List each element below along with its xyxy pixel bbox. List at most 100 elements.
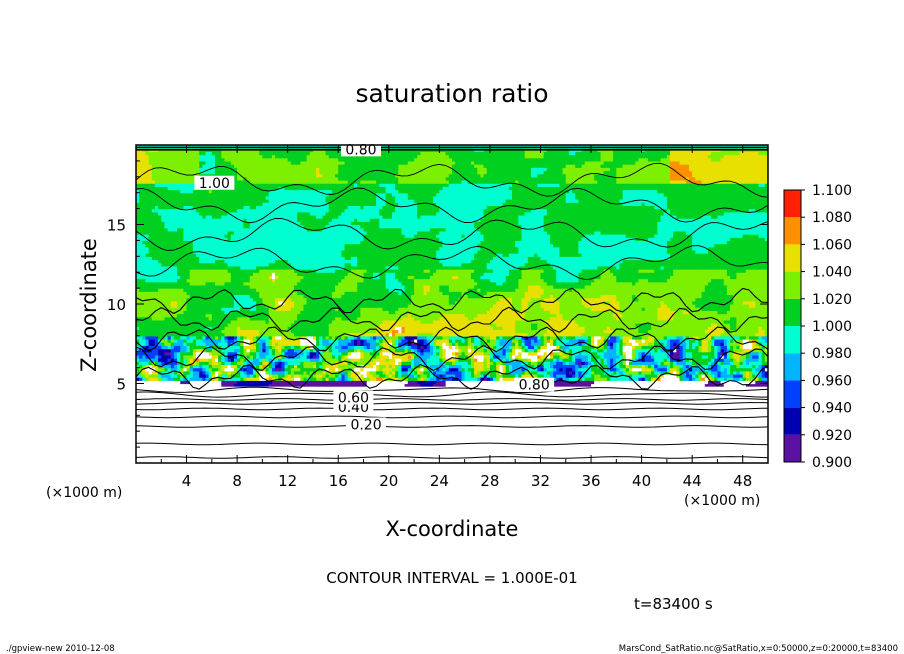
field-cell <box>192 377 197 381</box>
field-cell <box>196 361 200 366</box>
field-cell <box>170 151 175 156</box>
field-cell <box>205 218 210 222</box>
field-cell <box>189 335 194 340</box>
field-cell <box>199 269 203 273</box>
field-cell <box>161 234 166 238</box>
field-cell <box>211 377 216 381</box>
field-cell <box>136 154 140 159</box>
field-cell <box>145 179 150 184</box>
field-cell <box>208 361 213 366</box>
field-cell <box>211 345 216 350</box>
field-cell <box>205 345 210 350</box>
field-cell <box>221 373 226 378</box>
field-cell <box>205 195 210 200</box>
field-cell <box>199 224 203 229</box>
field-cell <box>208 256 213 261</box>
field-cell <box>180 256 184 261</box>
field-cell <box>142 316 147 321</box>
field-cell <box>199 160 203 165</box>
field-cell <box>164 249 169 254</box>
field-cell <box>199 377 203 381</box>
field-cell <box>215 253 219 257</box>
field-cell <box>192 380 197 385</box>
field-cell <box>136 151 140 156</box>
field-cell <box>202 281 207 286</box>
field-cell <box>218 154 222 159</box>
field-cell <box>158 342 162 346</box>
field-cell <box>158 164 162 168</box>
field-cell <box>148 221 153 226</box>
field-cell <box>145 358 150 362</box>
field-cell <box>142 157 147 162</box>
field-cell <box>202 278 207 283</box>
field-cell <box>186 284 191 289</box>
field-cell <box>186 361 191 366</box>
field-cell <box>177 211 181 216</box>
field-cell <box>170 208 175 213</box>
field-cell <box>202 211 207 216</box>
field-cell <box>170 218 175 222</box>
field-cell <box>205 173 210 178</box>
field-cell <box>145 319 150 324</box>
field-cell <box>180 240 184 245</box>
field-cell <box>208 326 213 331</box>
field-cell <box>167 179 172 184</box>
field-cell <box>215 208 219 213</box>
field-cell <box>192 367 197 372</box>
field-cell <box>161 186 166 191</box>
field-cell <box>170 316 175 321</box>
field-cell <box>145 345 150 350</box>
field-cell <box>180 224 184 229</box>
field-cell <box>164 262 169 267</box>
field-cell <box>161 326 166 331</box>
field-cell <box>151 345 156 350</box>
field-cell <box>221 329 226 334</box>
field-cell <box>192 281 197 286</box>
field-cell <box>192 192 197 197</box>
field-cell <box>170 275 175 280</box>
field-cell <box>218 192 222 197</box>
field-cell <box>151 164 156 168</box>
field-cell <box>136 297 140 302</box>
field-cell <box>218 307 222 311</box>
field-cell <box>167 205 172 210</box>
field-cell <box>161 304 166 308</box>
field-cell <box>211 227 216 232</box>
field-cell <box>167 160 172 165</box>
field-cell <box>192 291 197 296</box>
field-cell <box>148 338 153 343</box>
field-cell <box>180 227 184 232</box>
field-cell <box>142 160 147 165</box>
field-cell <box>221 354 226 359</box>
field-cell <box>158 319 162 324</box>
field-cell <box>183 326 188 331</box>
field-cell <box>142 246 147 251</box>
field-cell <box>211 332 216 337</box>
field-cell <box>224 157 229 162</box>
field-cell <box>173 262 178 267</box>
field-cell <box>211 342 216 346</box>
field-cell <box>139 176 143 181</box>
field-cell <box>208 195 213 200</box>
field-cell <box>199 218 203 222</box>
field-cell <box>177 345 181 350</box>
field-cell <box>170 269 175 273</box>
field-cell <box>158 297 162 302</box>
field-cell <box>151 354 156 359</box>
field-cell <box>170 167 175 172</box>
field-cell <box>142 256 147 261</box>
field-cell <box>196 300 200 305</box>
field-cell <box>136 361 140 366</box>
field-cell <box>205 157 210 162</box>
field-cell <box>148 291 153 296</box>
field-cell <box>167 348 172 353</box>
field-cell <box>136 275 140 280</box>
field-cell <box>142 342 147 346</box>
field-cell <box>142 310 147 315</box>
field-cell <box>139 383 143 388</box>
field-cell <box>164 259 169 264</box>
field-cell <box>170 176 175 181</box>
field-cell <box>221 345 226 350</box>
field-cell <box>167 319 172 324</box>
field-cell <box>192 253 197 257</box>
